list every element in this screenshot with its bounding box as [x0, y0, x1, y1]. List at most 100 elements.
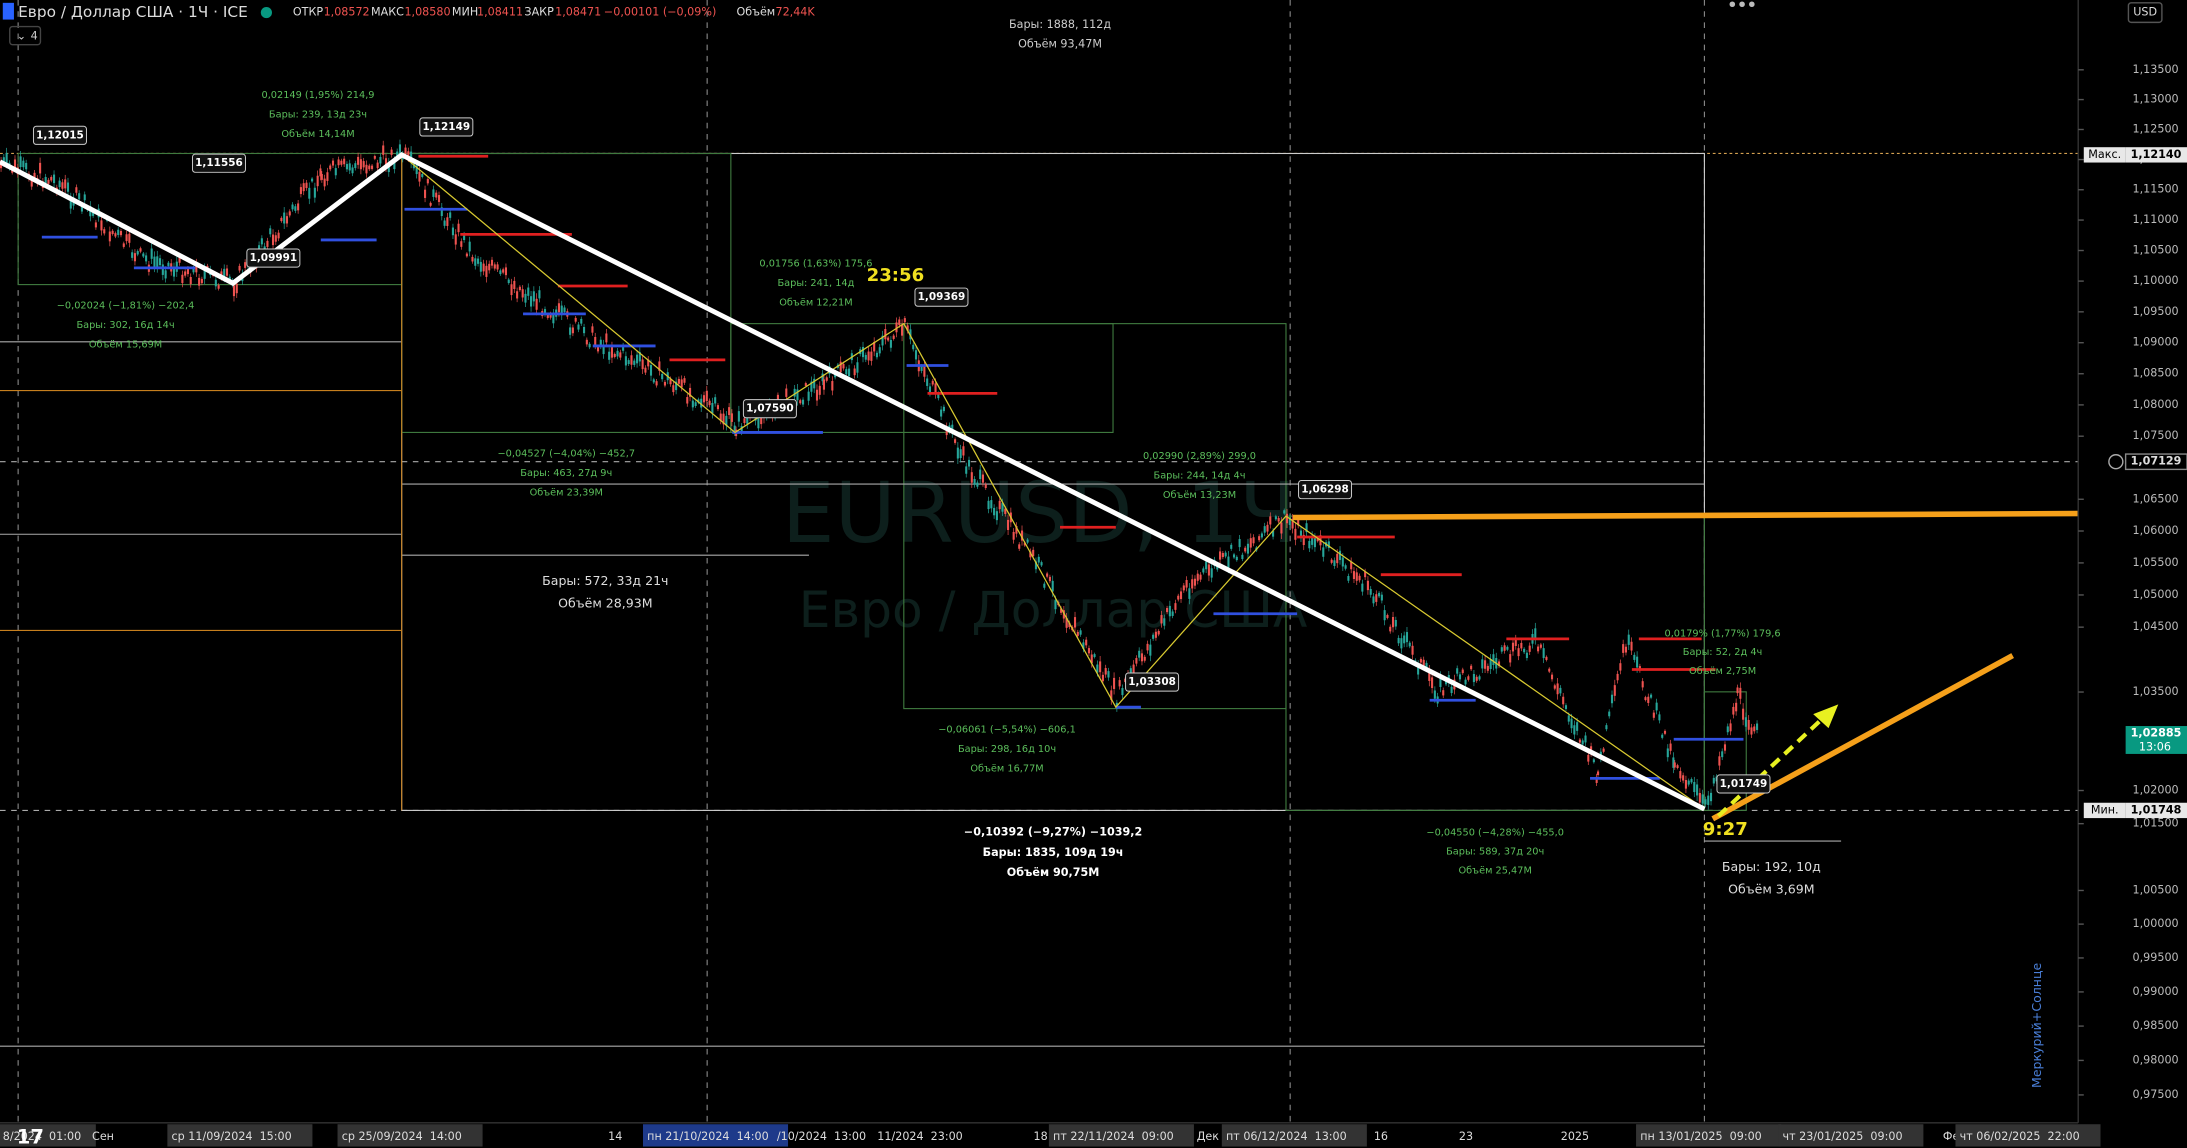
- candle-body: [1216, 565, 1219, 570]
- candle-body: [1534, 628, 1537, 640]
- candle-body: [125, 234, 128, 242]
- candle-body: [371, 165, 374, 169]
- candle-body: [524, 293, 527, 303]
- candle-body: [11, 169, 14, 173]
- candle-body: [571, 327, 574, 334]
- candle-body: [813, 378, 816, 389]
- market-status: [260, 7, 272, 19]
- candle-body: [122, 243, 125, 247]
- candle-body: [432, 189, 435, 197]
- candle-body: [585, 339, 588, 345]
- candle-body: [1232, 554, 1236, 558]
- candle-body: [1523, 648, 1526, 653]
- price-tick-label: 1,08500: [2133, 367, 2179, 380]
- candle-body: [294, 206, 297, 211]
- candle-body: [1297, 519, 1300, 526]
- symbol[interactable]: Евро / Доллар США · 1Ч · ICE: [18, 3, 248, 21]
- currency[interactable]: USD: [2133, 6, 2157, 19]
- menu-dot[interactable]: [1739, 1, 1745, 8]
- candle-body: [1545, 656, 1548, 660]
- candle-body: [1023, 542, 1026, 546]
- candle-body: [1633, 654, 1636, 660]
- candle-body: [142, 253, 145, 257]
- candle-body: [552, 313, 555, 324]
- candle-body: [1403, 635, 1406, 644]
- menu-dot[interactable]: [1749, 1, 1755, 8]
- candle-body: [1311, 535, 1314, 545]
- candle-body: [942, 406, 945, 412]
- candle-body: [1272, 530, 1275, 537]
- measure-text: Бары: 298, 16д 10ч: [958, 744, 1056, 755]
- candle-body: [66, 182, 70, 192]
- candle-body: [189, 276, 192, 285]
- measure-text: Объём 13,23M: [1163, 490, 1236, 501]
- candle-body: [881, 335, 884, 346]
- candle-body: [92, 212, 95, 216]
- candle-body: [591, 326, 594, 333]
- candle-body: [108, 231, 111, 242]
- currency-box[interactable]: [2127, 2, 2163, 24]
- measure-text: −0,04550 (−4,28%) −455,0: [1426, 828, 1564, 839]
- candle-body: [1537, 646, 1540, 652]
- candle-body: [13, 159, 17, 168]
- candle-body: [1138, 650, 1141, 658]
- candle-body: [1171, 611, 1174, 616]
- measure-text: Объём 23,39M: [530, 487, 603, 498]
- candle-body: [1073, 617, 1077, 628]
- candle-body: [1461, 669, 1464, 674]
- candle-body: [1718, 756, 1721, 766]
- candle-body: [887, 337, 890, 341]
- candle-body: [1687, 780, 1690, 785]
- price-tick-label: 0,98500: [2133, 1019, 2179, 1032]
- time-highlight: [1955, 1124, 2101, 1147]
- candle-body: [1110, 690, 1113, 700]
- candle-body: [1613, 685, 1616, 696]
- candle-body: [864, 354, 867, 360]
- price-label-box: [246, 248, 301, 268]
- candle-body: [1739, 687, 1742, 699]
- candle-body: [499, 270, 502, 275]
- candle-body: [75, 187, 78, 193]
- candle-body: [873, 341, 876, 352]
- candle-body: [895, 322, 898, 333]
- candle-body: [393, 160, 396, 170]
- candle-body: [288, 211, 291, 216]
- candle-body: [627, 360, 630, 365]
- candle-body: [610, 347, 614, 358]
- candle-body: [1043, 583, 1046, 588]
- time-tick-label: чт 06/02/2025 22:00: [1960, 1130, 2080, 1143]
- time-tick-label: пн 21/10/2024 14:00: [647, 1130, 769, 1143]
- candle-body: [471, 256, 474, 262]
- candle-body: [1219, 551, 1222, 560]
- candle-body: [1375, 594, 1378, 602]
- candle-body: [1506, 646, 1509, 650]
- candle-body: [1750, 727, 1753, 735]
- candle-body: [308, 187, 311, 199]
- candle-body: [463, 234, 466, 241]
- tv-logo[interactable]: 17: [17, 1126, 44, 1148]
- candle-body: [652, 379, 655, 383]
- candle-body: [901, 324, 904, 336]
- layouts-toggle[interactable]: ⌄: [17, 29, 26, 42]
- candle-body: [30, 180, 33, 187]
- candle-body: [1037, 556, 1040, 563]
- candle-body: [730, 413, 733, 422]
- price-label: 1,09991: [250, 252, 298, 264]
- menu-dot[interactable]: [1729, 1, 1736, 8]
- price-label-box: [1298, 480, 1353, 500]
- candle-body: [740, 426, 743, 433]
- candle-body: [633, 360, 636, 365]
- layouts-box[interactable]: [9, 25, 42, 46]
- candle-body: [1152, 634, 1155, 639]
- candle-body: [1258, 536, 1261, 541]
- candle-body: [1004, 508, 1007, 514]
- time-tick-label: 11/2024 23:00: [877, 1130, 962, 1143]
- crosshair-plus[interactable]: [2108, 454, 2124, 470]
- price-badge: [2125, 147, 2187, 163]
- layouts-count[interactable]: 4: [31, 29, 38, 42]
- candle-body: [557, 303, 561, 313]
- measure-text: Объём 93,47M: [1018, 38, 1102, 51]
- time-tick-label: Сен: [92, 1130, 114, 1143]
- candle-body: [1608, 711, 1611, 717]
- candle-body: [510, 284, 513, 296]
